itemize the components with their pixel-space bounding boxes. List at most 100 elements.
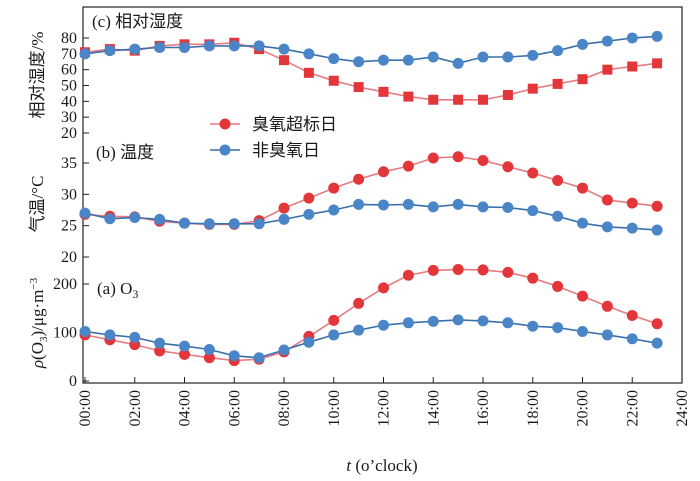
data-point	[651, 337, 663, 349]
data-point	[278, 43, 290, 55]
panel-b-title: (b) 温度	[96, 143, 154, 162]
data-point	[602, 64, 613, 75]
data-point	[402, 269, 414, 281]
data-point	[104, 45, 116, 57]
data-point	[129, 43, 141, 55]
data-point	[353, 173, 365, 185]
data-point	[378, 282, 389, 294]
data-point	[477, 201, 489, 213]
data-point	[129, 212, 141, 224]
xtick-label: 22:00	[624, 390, 641, 426]
xtick-label: 02:00	[127, 390, 144, 426]
data-point	[452, 57, 464, 69]
data-point	[353, 297, 365, 309]
data-point	[403, 91, 414, 102]
ytick-label: 80	[61, 30, 77, 47]
data-point	[154, 337, 166, 349]
data-point	[179, 42, 190, 53]
data-point	[428, 94, 439, 105]
panel-a-title-prefix: (a) O	[97, 279, 132, 298]
data-point	[527, 49, 539, 61]
xtick-label: 16:00	[475, 390, 492, 426]
data-point	[353, 56, 365, 68]
data-point	[303, 336, 315, 348]
data-point	[328, 53, 340, 65]
data-point	[154, 42, 166, 53]
panel-c-title: (c) 相对湿度	[92, 12, 183, 31]
data-point	[303, 67, 314, 78]
ylabel-ozone-a: (O	[28, 342, 47, 360]
ytick-label: 30	[61, 109, 77, 126]
data-point	[203, 40, 215, 52]
series-line	[84, 35, 658, 65]
data-point	[577, 74, 588, 85]
data-point	[626, 222, 638, 234]
ytick-label: 20	[61, 249, 77, 266]
data-point	[626, 333, 638, 345]
data-point	[378, 319, 389, 331]
data-point	[353, 324, 365, 336]
data-point	[179, 340, 190, 352]
data-point	[577, 290, 588, 302]
xlabel-italic: t	[346, 456, 352, 475]
series-line	[84, 155, 658, 226]
data-point	[527, 167, 539, 179]
data-point	[601, 221, 613, 233]
xtick-label: 10:00	[326, 390, 343, 426]
data-point	[626, 310, 638, 322]
data-point	[452, 314, 464, 326]
legend-exceed-marker	[219, 118, 231, 130]
data-point	[79, 207, 91, 219]
data-point	[104, 329, 116, 341]
ytick-label: 50	[61, 78, 77, 95]
data-point	[651, 224, 663, 236]
data-point	[427, 152, 439, 164]
data-point	[328, 329, 340, 341]
data-point	[527, 272, 539, 284]
ylabel-ozone-rho: ρ	[28, 360, 47, 369]
data-point	[601, 35, 613, 47]
data-point	[452, 263, 464, 275]
data-point	[527, 83, 538, 94]
data-point	[278, 344, 290, 356]
data-point	[527, 320, 539, 332]
data-point	[253, 40, 265, 52]
data-point	[303, 208, 315, 220]
data-point	[502, 161, 514, 173]
xlabel-rest: (o’clock)	[355, 456, 417, 475]
data-point	[651, 318, 663, 330]
data-point	[577, 182, 588, 194]
ylabel-ozone-sub: 3	[38, 336, 50, 342]
data-point	[402, 54, 414, 66]
data-point	[478, 94, 488, 105]
ytick-label: 100	[53, 325, 77, 342]
ytick-label: 70	[61, 46, 77, 63]
data-point	[79, 326, 91, 338]
data-point	[552, 175, 564, 187]
data-point	[577, 326, 588, 338]
data-point	[477, 154, 489, 166]
ytick-label: 20	[61, 125, 77, 142]
xtick-label: 14:00	[425, 390, 442, 426]
data-point	[303, 192, 315, 204]
ylabel-temperature: 气温/°C	[28, 176, 47, 233]
data-point	[601, 194, 613, 206]
data-point	[552, 78, 563, 89]
data-point	[154, 213, 166, 225]
data-point	[427, 264, 439, 276]
data-point	[278, 213, 290, 225]
data-point	[402, 198, 414, 210]
data-point	[577, 38, 588, 50]
data-point	[179, 217, 190, 229]
data-point	[328, 182, 340, 194]
ylabel-humidity: 相对湿度/%	[28, 32, 47, 119]
plot-frame	[82, 6, 683, 384]
data-point	[552, 322, 564, 334]
legend-nonexceed-label: 非臭氧日	[252, 141, 320, 160]
ytick-label: 25	[61, 218, 77, 235]
data-point	[79, 48, 91, 60]
panel-a-title-sub: 3	[132, 287, 138, 301]
data-point	[402, 160, 414, 172]
data-point	[203, 343, 215, 355]
